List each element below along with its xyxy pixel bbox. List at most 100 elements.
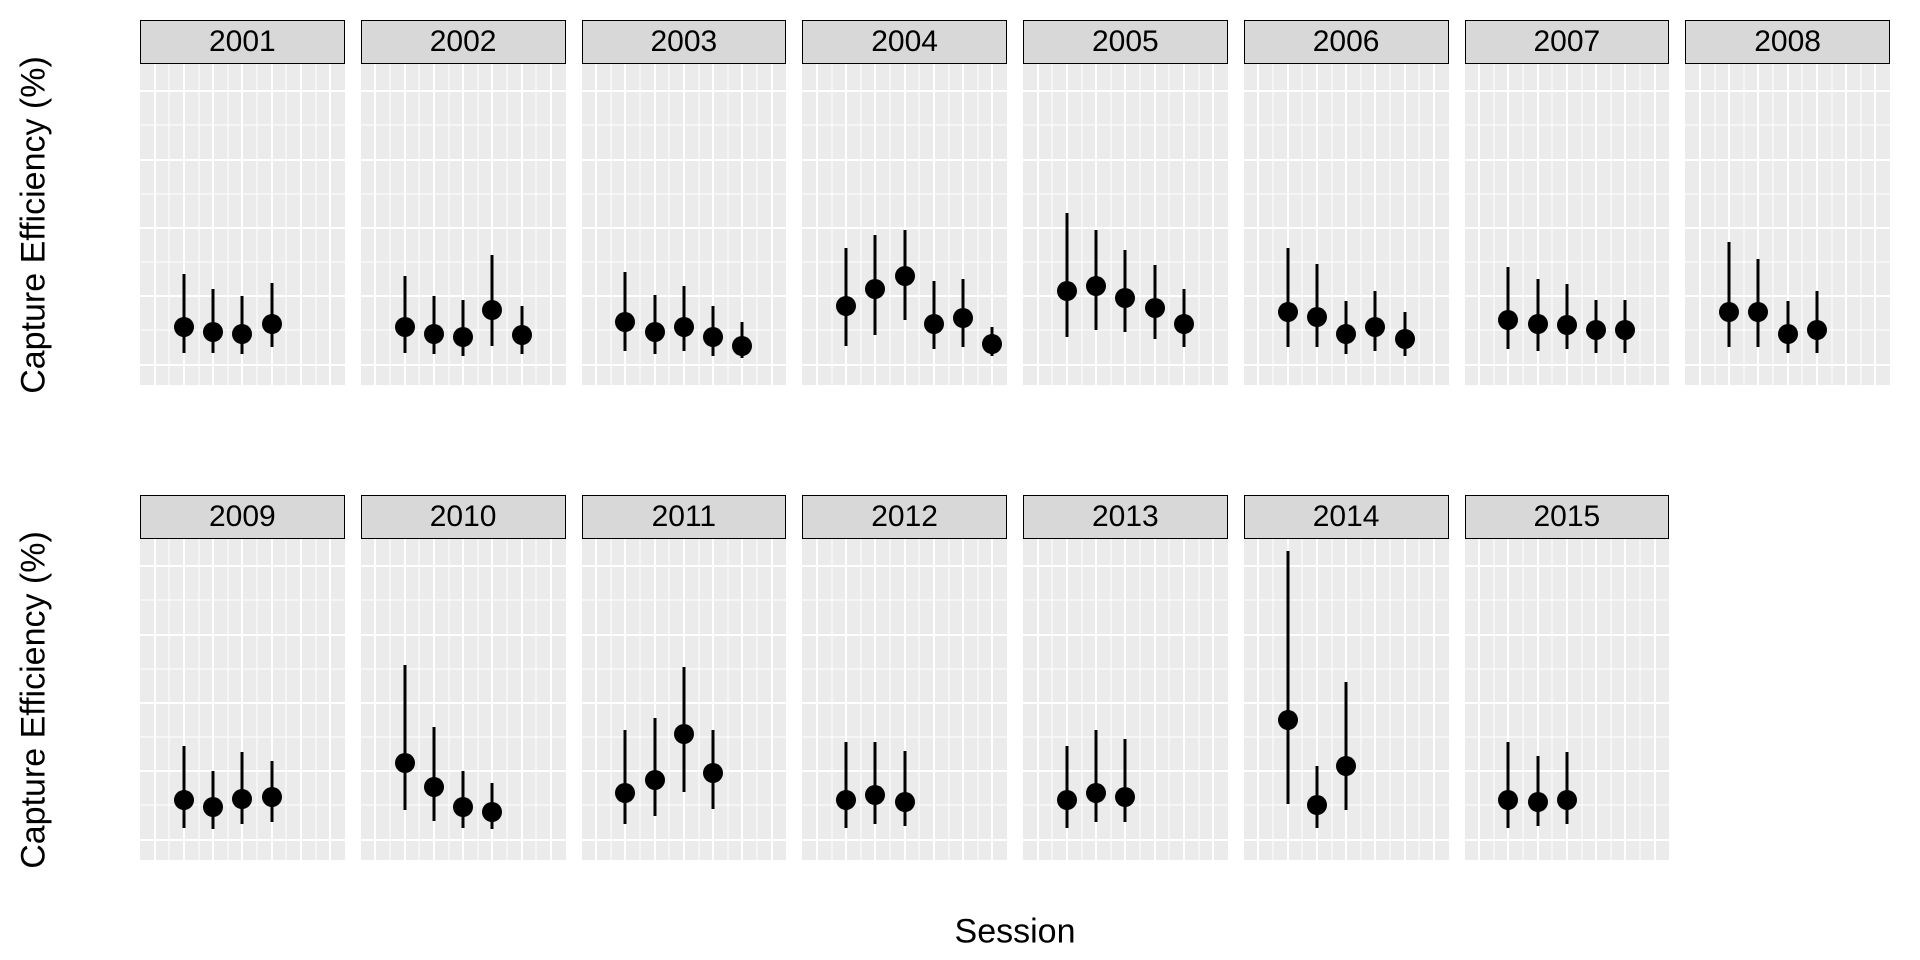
- grid-major-v: [1212, 539, 1214, 860]
- grid-major-v: [1654, 64, 1656, 385]
- grid-minor-v: [1714, 64, 1715, 385]
- grid-minor-v: [727, 539, 728, 860]
- grid-minor-v: [727, 64, 728, 385]
- data-point: [512, 325, 532, 345]
- grid-major-v: [1433, 539, 1435, 860]
- grid-minor-v: [1081, 539, 1082, 860]
- data-point: [615, 312, 635, 332]
- grid-major-v: [300, 64, 302, 385]
- grid-major-v: [874, 64, 876, 385]
- data-point: [865, 785, 885, 805]
- data-point: [203, 322, 223, 342]
- grid-major-v: [712, 539, 714, 860]
- grid-minor-v: [1581, 64, 1582, 385]
- data-point: [1115, 787, 1135, 807]
- data-point: [865, 279, 885, 299]
- data-point: [395, 317, 415, 337]
- grid-minor-v: [536, 64, 537, 385]
- grid-major-v: [1257, 64, 1259, 385]
- grid-major-v: [1124, 64, 1126, 385]
- grid-major-v: [1154, 539, 1156, 860]
- data-point: [1498, 310, 1518, 330]
- error-bar: [903, 751, 906, 826]
- grid-major-v: [300, 539, 302, 860]
- grid-minor-v: [1169, 539, 1170, 860]
- grid-minor-v: [1302, 64, 1303, 385]
- grid-minor-v: [977, 539, 978, 860]
- facet-strip-2003: 2003: [582, 20, 787, 64]
- data-point: [674, 317, 694, 337]
- grid-minor-v: [1419, 539, 1420, 860]
- data-point: [732, 336, 752, 356]
- grid-minor-v: [1169, 64, 1170, 385]
- error-bar: [1286, 551, 1289, 804]
- grid-minor-v: [1610, 64, 1611, 385]
- grid-major-v: [1478, 539, 1480, 860]
- grid-major-v: [816, 539, 818, 860]
- grid-major-v: [1699, 64, 1701, 385]
- grid-major-v: [595, 64, 597, 385]
- grid-minor-v: [286, 539, 287, 860]
- grid-minor-v: [1610, 539, 1611, 860]
- grid-minor-v: [507, 64, 508, 385]
- grid-minor-v: [890, 64, 891, 385]
- data-point: [895, 266, 915, 286]
- grid-minor-v: [890, 539, 891, 860]
- grid-major-v: [1257, 539, 1259, 860]
- facet-strip-2009: 2009: [140, 495, 345, 539]
- grid-major-v: [374, 64, 376, 385]
- grid-minor-v: [610, 64, 611, 385]
- data-point: [1615, 320, 1635, 340]
- facet-strip-2010: 2010: [361, 495, 566, 539]
- grid-minor-v: [948, 539, 949, 860]
- data-point: [1748, 302, 1768, 322]
- grid-major-v: [154, 64, 156, 385]
- grid-major-v: [933, 539, 935, 860]
- grid-minor-v: [1831, 64, 1832, 385]
- data-point: [1498, 790, 1518, 810]
- data-point: [1174, 314, 1194, 334]
- grid-minor-v: [1273, 64, 1274, 385]
- grid-major-v: [1595, 539, 1597, 860]
- data-point: [1307, 307, 1327, 327]
- data-point: [1365, 317, 1385, 337]
- grid-minor-v: [1140, 64, 1141, 385]
- grid-minor-v: [507, 539, 508, 860]
- error-bar: [212, 289, 215, 352]
- error-bar: [182, 746, 185, 828]
- grid-minor-v: [860, 64, 861, 385]
- grid-minor-v: [977, 64, 978, 385]
- facet-chart: Capture Efficiency (%)Capture Efficiency…: [0, 0, 1920, 960]
- grid-minor-v: [948, 64, 949, 385]
- error-bar: [1124, 739, 1127, 823]
- grid-major-v: [962, 539, 964, 860]
- error-bar: [182, 274, 185, 353]
- grid-minor-v: [1640, 64, 1641, 385]
- error-bar: [1728, 242, 1731, 348]
- facet-panel-2002: [361, 64, 566, 385]
- grid-major-v: [1478, 64, 1480, 385]
- grid-major-v: [741, 539, 743, 860]
- data-point: [1336, 756, 1356, 776]
- grid-minor-v: [198, 64, 199, 385]
- grid-major-v: [771, 539, 773, 860]
- grid-minor-v: [286, 64, 287, 385]
- data-point: [424, 777, 444, 797]
- grid-minor-v: [227, 64, 228, 385]
- grid-major-v: [1037, 539, 1039, 860]
- error-bar: [653, 718, 656, 815]
- grid-major-v: [1624, 539, 1626, 860]
- data-point: [262, 314, 282, 334]
- grid-minor-v: [757, 539, 758, 860]
- grid-major-v: [904, 64, 906, 385]
- grid-minor-v: [1743, 64, 1744, 385]
- grid-minor-v: [860, 539, 861, 860]
- data-point: [1278, 302, 1298, 322]
- facet-panel-2015: 1234567: [1465, 539, 1670, 860]
- error-bar: [1345, 682, 1348, 810]
- facet-panel-2006: [1244, 64, 1449, 385]
- facet-strip-2008: 2008: [1685, 20, 1890, 64]
- grid-minor-v: [1552, 539, 1553, 860]
- grid-minor-v: [610, 539, 611, 860]
- facet-strip-2015: 2015: [1465, 495, 1670, 539]
